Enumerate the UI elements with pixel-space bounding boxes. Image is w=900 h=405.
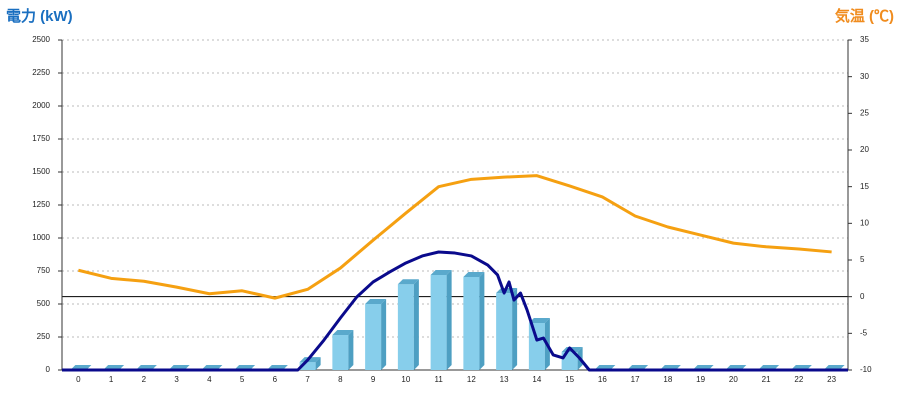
bar-side (315, 357, 321, 370)
y2-tick-label: 25 (860, 108, 869, 117)
x-tick-label: 16 (598, 375, 607, 384)
y2-tick-label: 15 (860, 182, 869, 191)
x-tick-label: 17 (631, 375, 640, 384)
bar-side (381, 299, 387, 370)
line (62, 250, 848, 372)
y2-tick-label: 30 (860, 72, 869, 81)
x-tick-label: 13 (500, 375, 509, 384)
x-tick-label: 8 (338, 375, 343, 384)
x-tick-label: 18 (663, 375, 672, 384)
bar-top (365, 299, 387, 304)
y-tick-label: 1250 (32, 200, 50, 209)
x-tick-label: 6 (273, 375, 278, 384)
bar-side (479, 271, 485, 370)
bar-top (528, 318, 550, 324)
x-tick-label: 14 (532, 375, 541, 384)
x-tick-label: 1 (109, 375, 114, 384)
y-tick-label: 2250 (32, 68, 50, 77)
y2-tick-label: 5 (860, 255, 865, 264)
y2-axis-label: 気温 (℃) (835, 7, 894, 25)
y-tick-label: 0 (46, 365, 51, 374)
x-tick-label: 9 (371, 375, 376, 384)
bar-side (446, 269, 452, 370)
y-tick-label: 250 (37, 332, 51, 341)
x-tick-label: 19 (696, 375, 705, 384)
bar-front (430, 274, 447, 370)
bar-front (397, 284, 414, 370)
y-tick-label: 2000 (32, 101, 50, 110)
bar-top (430, 269, 452, 275)
x-tick-label: 11 (434, 375, 443, 384)
x-tick-label: 3 (174, 375, 179, 384)
y2-tick-label: -10 (860, 365, 872, 374)
y2-tick-label: 0 (860, 292, 865, 301)
y2-tick-label: 10 (860, 218, 869, 227)
x-tick-label: 10 (401, 375, 410, 384)
x-tick-label: 21 (762, 375, 771, 384)
y2-tick-label: 35 (860, 35, 869, 44)
bar-front (299, 362, 316, 370)
x-tick-label: 4 (207, 375, 212, 384)
x-tick-label: 2 (142, 375, 147, 384)
y2-tick-label: -5 (860, 328, 868, 337)
bar-front (528, 323, 545, 370)
x-tick-label: 15 (565, 375, 574, 384)
x-tick-label: 5 (240, 375, 245, 384)
x-tick-label: 22 (794, 375, 803, 384)
bar-side (512, 288, 518, 370)
bar-side (348, 330, 354, 370)
y-tick-label: 500 (37, 299, 51, 308)
y-tick-label: 750 (37, 266, 51, 275)
bar-top (397, 279, 419, 285)
x-tick-label: 23 (827, 375, 836, 384)
bar-top (332, 330, 354, 336)
x-tick-label: 20 (729, 375, 738, 384)
bar-front (496, 293, 513, 370)
bar-front (332, 335, 349, 370)
bar-front (365, 304, 382, 370)
line (78, 174, 832, 300)
y-tick-label: 1750 (32, 134, 50, 143)
x-tick-label: 0 (76, 375, 81, 384)
bar-side (413, 279, 419, 370)
y-axis-label: 電力 (kW) (6, 7, 73, 25)
y-tick-label: 1500 (32, 167, 50, 176)
y2-tick-label: 20 (860, 145, 869, 154)
x-tick-label: 12 (467, 375, 476, 384)
bar-front (463, 276, 480, 370)
x-tick-label: 7 (305, 375, 310, 384)
y-tick-label: 2500 (32, 35, 50, 44)
y-tick-label: 1000 (32, 233, 50, 242)
bar-top (463, 271, 485, 277)
